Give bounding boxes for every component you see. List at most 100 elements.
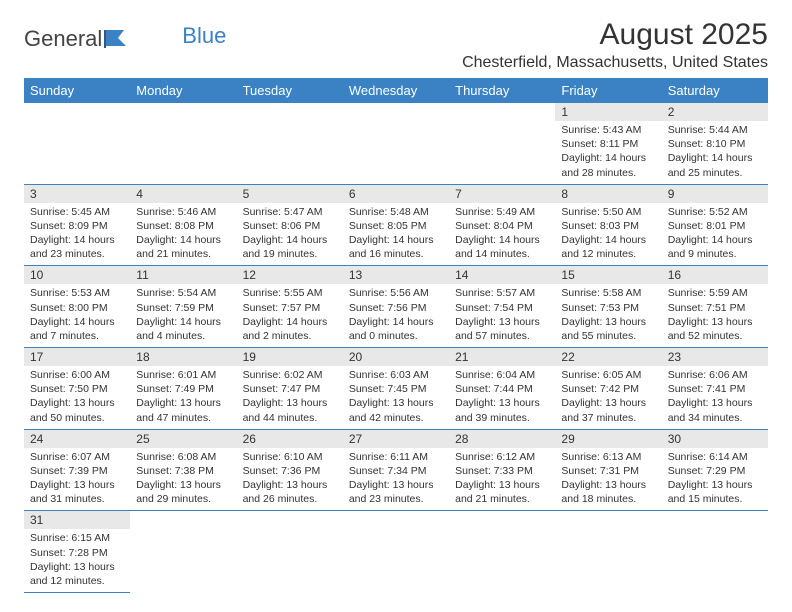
weekday-header: Thursday: [449, 78, 555, 103]
day-details: Sunrise: 6:02 AMSunset: 7:47 PMDaylight:…: [237, 366, 343, 429]
calendar-row: 31Sunrise: 6:15 AMSunset: 7:28 PMDayligh…: [24, 511, 768, 593]
calendar-cell: [449, 103, 555, 184]
calendar-cell: [237, 511, 343, 593]
calendar-table: SundayMondayTuesdayWednesdayThursdayFrid…: [24, 78, 768, 593]
calendar-cell: [130, 511, 236, 593]
day-number: 8: [555, 185, 661, 203]
day-number: 11: [130, 266, 236, 284]
day-number: 2: [662, 103, 768, 121]
calendar-cell: 10Sunrise: 5:53 AMSunset: 8:00 PMDayligh…: [24, 266, 130, 348]
day-number: 23: [662, 348, 768, 366]
calendar-cell: 11Sunrise: 5:54 AMSunset: 7:59 PMDayligh…: [130, 266, 236, 348]
day-details: Sunrise: 6:08 AMSunset: 7:38 PMDaylight:…: [130, 448, 236, 511]
day-number: 31: [24, 511, 130, 529]
logo-text-1: General: [24, 26, 102, 52]
calendar-cell: 6Sunrise: 5:48 AMSunset: 8:05 PMDaylight…: [343, 184, 449, 266]
calendar-cell: 19Sunrise: 6:02 AMSunset: 7:47 PMDayligh…: [237, 348, 343, 430]
day-number: 12: [237, 266, 343, 284]
day-details: Sunrise: 6:05 AMSunset: 7:42 PMDaylight:…: [555, 366, 661, 429]
day-details: Sunrise: 5:58 AMSunset: 7:53 PMDaylight:…: [555, 284, 661, 347]
calendar-row: 1Sunrise: 5:43 AMSunset: 8:11 PMDaylight…: [24, 103, 768, 184]
day-details: Sunrise: 5:45 AMSunset: 8:09 PMDaylight:…: [24, 203, 130, 266]
calendar-cell: 27Sunrise: 6:11 AMSunset: 7:34 PMDayligh…: [343, 429, 449, 511]
day-number: 29: [555, 430, 661, 448]
day-number: 20: [343, 348, 449, 366]
calendar-cell: [237, 103, 343, 184]
day-details: Sunrise: 5:47 AMSunset: 8:06 PMDaylight:…: [237, 203, 343, 266]
calendar-cell: 13Sunrise: 5:56 AMSunset: 7:56 PMDayligh…: [343, 266, 449, 348]
day-number: 3: [24, 185, 130, 203]
day-number: 30: [662, 430, 768, 448]
day-details: Sunrise: 6:07 AMSunset: 7:39 PMDaylight:…: [24, 448, 130, 511]
day-details: Sunrise: 5:44 AMSunset: 8:10 PMDaylight:…: [662, 121, 768, 184]
calendar-cell: 20Sunrise: 6:03 AMSunset: 7:45 PMDayligh…: [343, 348, 449, 430]
day-number: 7: [449, 185, 555, 203]
day-details: Sunrise: 6:14 AMSunset: 7:29 PMDaylight:…: [662, 448, 768, 511]
calendar-cell: 30Sunrise: 6:14 AMSunset: 7:29 PMDayligh…: [662, 429, 768, 511]
calendar-cell: 17Sunrise: 6:00 AMSunset: 7:50 PMDayligh…: [24, 348, 130, 430]
day-number: 14: [449, 266, 555, 284]
day-details: Sunrise: 6:10 AMSunset: 7:36 PMDaylight:…: [237, 448, 343, 511]
day-details: Sunrise: 6:01 AMSunset: 7:49 PMDaylight:…: [130, 366, 236, 429]
calendar-cell: 1Sunrise: 5:43 AMSunset: 8:11 PMDaylight…: [555, 103, 661, 184]
day-number: 26: [237, 430, 343, 448]
day-details: Sunrise: 5:59 AMSunset: 7:51 PMDaylight:…: [662, 284, 768, 347]
day-number: 9: [662, 185, 768, 203]
weekday-header: Tuesday: [237, 78, 343, 103]
day-details: Sunrise: 5:56 AMSunset: 7:56 PMDaylight:…: [343, 284, 449, 347]
day-number: 17: [24, 348, 130, 366]
day-details: Sunrise: 5:48 AMSunset: 8:05 PMDaylight:…: [343, 203, 449, 266]
calendar-row: 3Sunrise: 5:45 AMSunset: 8:09 PMDaylight…: [24, 184, 768, 266]
title-block: August 2025 Chesterfield, Massachusetts,…: [462, 18, 768, 72]
day-details: Sunrise: 6:11 AMSunset: 7:34 PMDaylight:…: [343, 448, 449, 511]
day-details: Sunrise: 5:43 AMSunset: 8:11 PMDaylight:…: [555, 121, 661, 184]
logo: General Blue: [24, 26, 226, 52]
weekday-header: Monday: [130, 78, 236, 103]
day-details: Sunrise: 6:03 AMSunset: 7:45 PMDaylight:…: [343, 366, 449, 429]
calendar-cell: 23Sunrise: 6:06 AMSunset: 7:41 PMDayligh…: [662, 348, 768, 430]
day-details: Sunrise: 6:04 AMSunset: 7:44 PMDaylight:…: [449, 366, 555, 429]
day-details: Sunrise: 5:49 AMSunset: 8:04 PMDaylight:…: [449, 203, 555, 266]
day-details: Sunrise: 6:12 AMSunset: 7:33 PMDaylight:…: [449, 448, 555, 511]
day-details: Sunrise: 6:13 AMSunset: 7:31 PMDaylight:…: [555, 448, 661, 511]
day-number: 27: [343, 430, 449, 448]
day-number: 6: [343, 185, 449, 203]
calendar-cell: 14Sunrise: 5:57 AMSunset: 7:54 PMDayligh…: [449, 266, 555, 348]
logo-text-2: Blue: [182, 23, 226, 49]
calendar-cell: 21Sunrise: 6:04 AMSunset: 7:44 PMDayligh…: [449, 348, 555, 430]
calendar-cell: 28Sunrise: 6:12 AMSunset: 7:33 PMDayligh…: [449, 429, 555, 511]
day-number: 1: [555, 103, 661, 121]
day-details: Sunrise: 5:55 AMSunset: 7:57 PMDaylight:…: [237, 284, 343, 347]
day-number: 18: [130, 348, 236, 366]
day-number: 22: [555, 348, 661, 366]
day-number: 10: [24, 266, 130, 284]
calendar-cell: [130, 103, 236, 184]
day-number: 5: [237, 185, 343, 203]
calendar-cell: [343, 103, 449, 184]
calendar-cell: 29Sunrise: 6:13 AMSunset: 7:31 PMDayligh…: [555, 429, 661, 511]
day-number: 13: [343, 266, 449, 284]
calendar-cell: 31Sunrise: 6:15 AMSunset: 7:28 PMDayligh…: [24, 511, 130, 593]
location-text: Chesterfield, Massachusetts, United Stat…: [462, 54, 768, 72]
calendar-cell: 5Sunrise: 5:47 AMSunset: 8:06 PMDaylight…: [237, 184, 343, 266]
day-details: Sunrise: 5:54 AMSunset: 7:59 PMDaylight:…: [130, 284, 236, 347]
day-details: Sunrise: 6:06 AMSunset: 7:41 PMDaylight:…: [662, 366, 768, 429]
calendar-cell: 18Sunrise: 6:01 AMSunset: 7:49 PMDayligh…: [130, 348, 236, 430]
weekday-header: Friday: [555, 78, 661, 103]
day-number: 19: [237, 348, 343, 366]
day-details: Sunrise: 6:00 AMSunset: 7:50 PMDaylight:…: [24, 366, 130, 429]
calendar-cell: 3Sunrise: 5:45 AMSunset: 8:09 PMDaylight…: [24, 184, 130, 266]
calendar-cell: [24, 103, 130, 184]
calendar-cell: 4Sunrise: 5:46 AMSunset: 8:08 PMDaylight…: [130, 184, 236, 266]
day-details: Sunrise: 5:53 AMSunset: 8:00 PMDaylight:…: [24, 284, 130, 347]
page-header: General Blue August 2025 Chesterfield, M…: [24, 18, 768, 72]
day-number: 16: [662, 266, 768, 284]
day-details: Sunrise: 6:15 AMSunset: 7:28 PMDaylight:…: [24, 529, 130, 592]
calendar-cell: [449, 511, 555, 593]
calendar-cell: [555, 511, 661, 593]
weekday-header: Wednesday: [343, 78, 449, 103]
calendar-cell: 12Sunrise: 5:55 AMSunset: 7:57 PMDayligh…: [237, 266, 343, 348]
calendar-cell: 2Sunrise: 5:44 AMSunset: 8:10 PMDaylight…: [662, 103, 768, 184]
weekday-header: Sunday: [24, 78, 130, 103]
calendar-cell: 26Sunrise: 6:10 AMSunset: 7:36 PMDayligh…: [237, 429, 343, 511]
